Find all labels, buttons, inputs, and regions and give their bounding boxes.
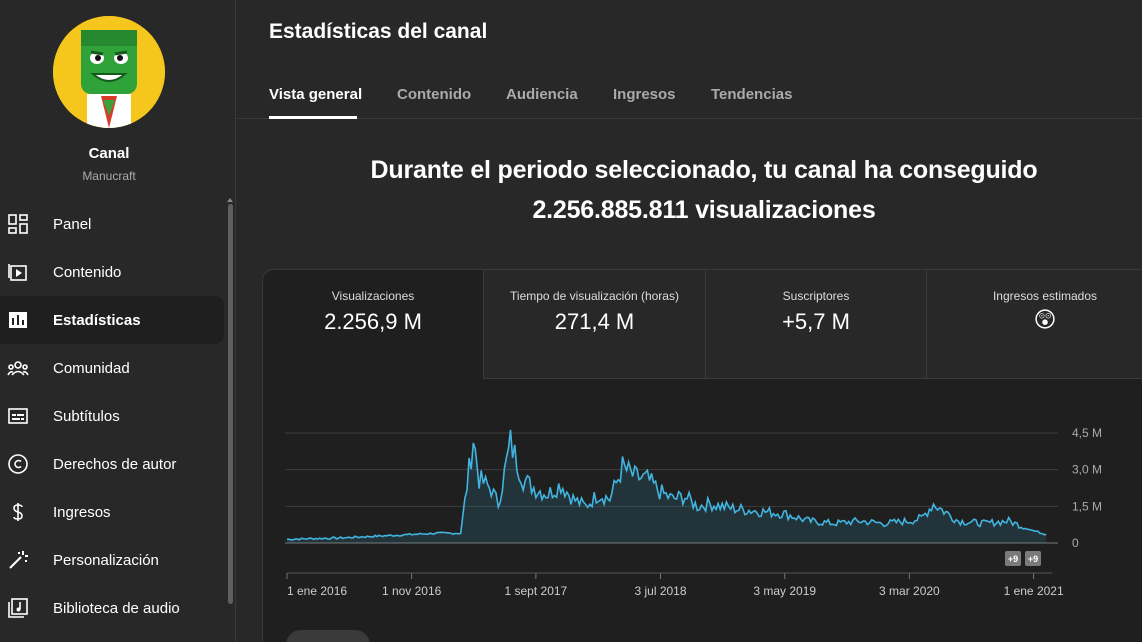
sidebar-item-label: Ingresos: [53, 503, 111, 521]
community-icon: [7, 361, 29, 376]
tab-audiencia[interactable]: Audiencia: [506, 86, 578, 103]
tab-tendencias[interactable]: Tendencias: [711, 86, 793, 103]
metric-revenue[interactable]: Ingresos estimados 😲: [926, 270, 1142, 379]
metric-subscribers[interactable]: Suscriptores +5,7 M: [705, 270, 926, 379]
sidebar-item-ingresos[interactable]: Ingresos: [0, 488, 224, 536]
sidebar-item-panel[interactable]: Panel: [0, 200, 224, 248]
tab-bar: Vista general Contenido Audiencia Ingres…: [237, 70, 1142, 119]
subtitles-icon: [8, 408, 28, 424]
sidebar-item-personalizacion[interactable]: Personalización: [0, 536, 224, 584]
tab-contenido[interactable]: Contenido: [397, 86, 472, 103]
see-more-button[interactable]: [286, 630, 370, 642]
headline-line-1: Durante el periodo seleccionado, tu cana…: [370, 156, 1038, 184]
overview-card: Visualizaciones 2.256,9 M Tiempo de visu…: [262, 269, 1142, 642]
dollar-icon: [13, 503, 23, 521]
metric-label: Visualizaciones: [331, 289, 415, 303]
sidebar: Canal Manucraft Panel Contenido Estadíst…: [0, 0, 236, 642]
scroll-up-arrow-icon[interactable]: [227, 198, 233, 202]
video-icon: [8, 264, 27, 281]
sidebar-scrollbar[interactable]: [228, 204, 233, 604]
sidebar-item-contenido[interactable]: Contenido: [0, 248, 224, 296]
sidebar-item-label: Subtítulos: [53, 407, 120, 425]
dashboard-icon: [8, 214, 28, 234]
tab-ingresos[interactable]: Ingresos: [613, 86, 676, 103]
sidebar-item-comunidad[interactable]: Comunidad: [0, 344, 224, 392]
metric-value: +5,7 M: [782, 309, 850, 334]
sidebar-item-label: Personalización: [53, 551, 159, 569]
sidebar-item-label: Panel: [53, 215, 92, 233]
sidebar-item-label: Contenido: [53, 263, 122, 281]
headline: Durante el periodo seleccionado, tu cana…: [300, 150, 1108, 230]
sidebar-item-biblioteca-de-audio[interactable]: Biblioteca de audio: [0, 584, 224, 632]
headline-line-2: 2.256.885.811 visualizaciones: [532, 196, 876, 224]
metric-label: Tiempo de visualización (horas): [510, 289, 679, 303]
sidebar-nav: Panel Contenido Estadísticas Comunidad S…: [0, 200, 224, 632]
channel-avatar[interactable]: [53, 16, 165, 128]
sidebar-item-label: Derechos de autor: [53, 455, 177, 473]
magic-wand-icon: [9, 551, 28, 569]
metric-label: Suscriptores: [782, 289, 850, 303]
analytics-icon: [9, 312, 27, 328]
metric-watch-time[interactable]: Tiempo de visualización (horas) 271,4 M: [483, 270, 705, 379]
audio-library-icon: [8, 598, 28, 618]
page-title: Estadísticas del canal: [269, 20, 488, 43]
metric-value: 2.256,9 M: [324, 309, 422, 334]
metric-value: 271,4 M: [554, 309, 635, 334]
metric-label: Ingresos estimados: [992, 289, 1098, 303]
channel-handle: Manucraft: [82, 169, 136, 183]
astonished-emoji-icon: 😲: [1033, 307, 1057, 332]
sidebar-item-label: Biblioteca de audio: [53, 599, 180, 617]
copyright-icon: [8, 454, 28, 474]
metric-views[interactable]: Visualizaciones 2.256,9 M: [263, 270, 483, 379]
tab-vista-general[interactable]: Vista general: [269, 86, 363, 103]
sidebar-item-label: Comunidad: [53, 359, 130, 377]
active-tab-indicator: [269, 116, 357, 119]
sidebar-item-derechos-de-autor[interactable]: Derechos de autor: [0, 440, 224, 488]
channel-name: Canal: [88, 145, 130, 162]
sidebar-item-label: Estadísticas: [53, 311, 141, 329]
sidebar-item-estadisticas[interactable]: Estadísticas: [0, 296, 224, 344]
sidebar-item-subtitulos[interactable]: Subtítulos: [0, 392, 224, 440]
